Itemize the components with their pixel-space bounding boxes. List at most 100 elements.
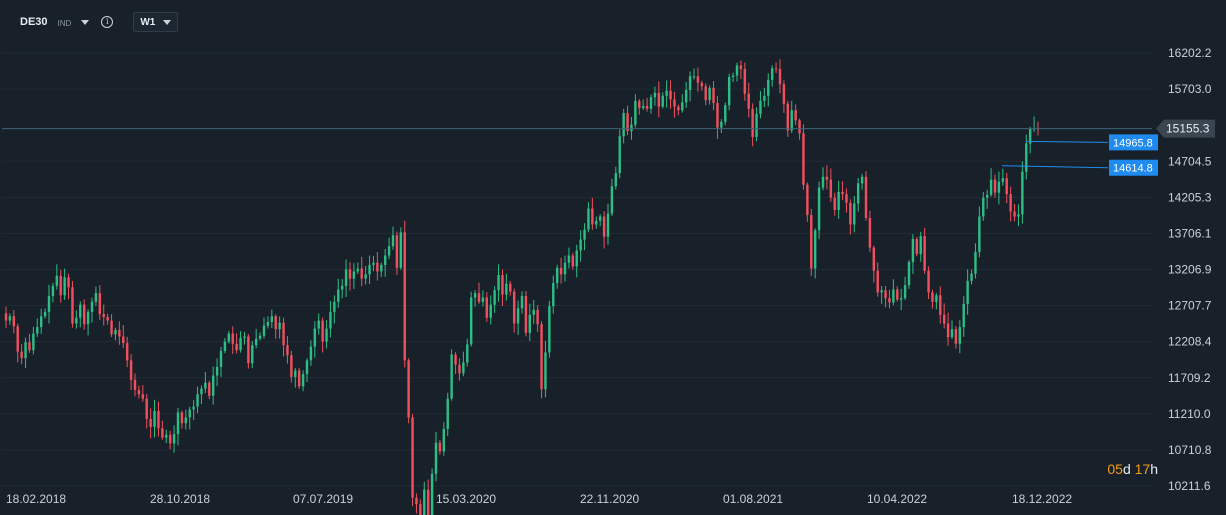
candle-body (317, 320, 320, 329)
y-tick-label: 10710.8 (1168, 443, 1212, 457)
candle-body (536, 309, 539, 325)
caret-down-icon (163, 19, 172, 25)
candle-body (700, 82, 704, 87)
candle-body (489, 304, 492, 318)
candle-body (180, 412, 184, 424)
caret-down-icon[interactable] (81, 19, 90, 25)
y-tick-label: 11210.0 (1168, 407, 1211, 421)
timeframe-selector[interactable]: W1 (133, 12, 179, 32)
candle-body (192, 406, 195, 410)
candle-body (903, 285, 907, 299)
candle-body (286, 345, 289, 356)
candle-body (931, 292, 934, 302)
candle-body (473, 293, 477, 298)
candle-body (575, 250, 578, 267)
candle-body (512, 291, 516, 324)
candle-body (208, 382, 211, 396)
candle-body (649, 97, 653, 109)
order-level-line[interactable] (1001, 165, 1109, 169)
candle-body (426, 489, 430, 515)
candle-body (172, 434, 176, 444)
x-tick-label: 28.10.2018 (150, 492, 210, 506)
candle-body (415, 497, 418, 505)
candle-body (325, 328, 328, 342)
candle-body (360, 268, 363, 279)
candle-body (184, 417, 188, 424)
candle-body (200, 388, 203, 395)
candle-body (645, 105, 649, 109)
symbol-name[interactable]: DE30 (20, 16, 48, 28)
candle-body (630, 124, 633, 132)
candle-body (712, 87, 715, 104)
candle-body (739, 65, 743, 70)
candle-body (254, 338, 258, 346)
order-level-badge[interactable] (1109, 134, 1158, 151)
candle-body (458, 364, 461, 374)
candle-body (333, 301, 336, 312)
candle-body (90, 301, 94, 312)
candle-body (481, 297, 485, 302)
candle-body (133, 379, 137, 390)
order-level-line[interactable] (1025, 140, 1109, 143)
candle-body (337, 289, 340, 302)
candle-body (141, 394, 145, 399)
order-level-badge[interactable] (1109, 159, 1158, 176)
candle-body (411, 417, 414, 498)
candle-body (1009, 194, 1012, 212)
order-level-label: 14965.8 (1113, 137, 1153, 149)
candle-body (110, 320, 113, 335)
y-tick-label: 12208.4 (1168, 335, 1212, 349)
x-tick-label: 01.08.2021 (723, 492, 783, 506)
candle-body (82, 304, 86, 325)
candle-body (383, 255, 387, 265)
candle-body (774, 68, 778, 70)
candle-body (708, 87, 711, 101)
x-tick-label: 15.03.2020 (436, 492, 496, 506)
candle-body (4, 313, 8, 321)
y-tick-label: 13706.1 (1168, 226, 1212, 240)
candle-body (927, 270, 930, 293)
candle-body (657, 92, 661, 107)
candle-body (219, 350, 223, 367)
candle-body (430, 473, 434, 515)
candle-body (763, 95, 766, 101)
candle-body (806, 184, 809, 216)
candle-body (778, 69, 782, 85)
candle-body (872, 247, 876, 271)
candle-body (911, 238, 915, 263)
candle-body (266, 322, 270, 326)
info-icon[interactable]: i (101, 16, 114, 28)
candle-body (462, 362, 465, 374)
candle-body (348, 269, 352, 279)
candle-body (407, 360, 410, 418)
candle-body (1013, 211, 1016, 217)
candle-body (837, 191, 840, 211)
candle-body (454, 354, 457, 365)
candle-body (231, 333, 234, 344)
candle-body (137, 389, 141, 395)
candle-body (606, 213, 610, 237)
candle-body (696, 76, 700, 83)
candle-body (751, 108, 754, 138)
countdown-days: 05 (1107, 461, 1123, 477)
candle-body (802, 133, 805, 185)
symbol-type: IND (57, 18, 72, 28)
candle-body (735, 65, 739, 76)
candle-body (67, 277, 70, 288)
candle-body (892, 289, 895, 303)
y-tick-label: 15703.0 (1168, 82, 1212, 96)
candle-body (579, 239, 582, 251)
candle-body (94, 293, 98, 302)
candle-body (954, 329, 958, 344)
candle-body (1005, 178, 1008, 195)
candle-body (114, 329, 117, 335)
y-tick-label: 16202.2 (1168, 46, 1212, 60)
candle-body (423, 489, 426, 515)
candle-body (372, 262, 375, 265)
candle-body (860, 176, 864, 184)
candle-body (505, 283, 508, 295)
current-price-label: 15155.3 (1166, 122, 1210, 136)
candle-body (419, 504, 422, 515)
